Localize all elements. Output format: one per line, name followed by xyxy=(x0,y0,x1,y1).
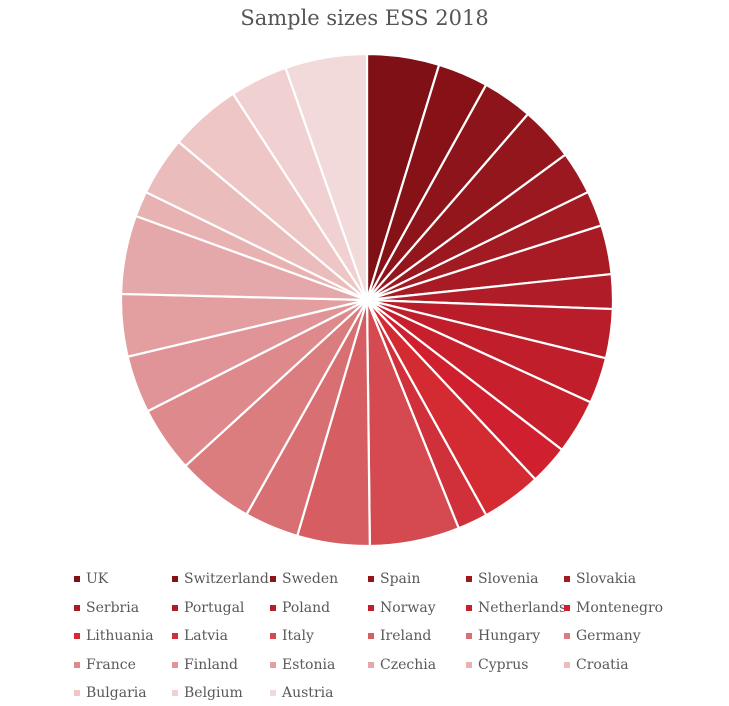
legend-item-lithuania: Lithuania xyxy=(74,626,154,646)
legend-item-estonia: Estonia xyxy=(270,655,335,675)
legend-label: Austria xyxy=(282,685,334,701)
legend-label: Lithuania xyxy=(86,628,154,644)
legend-label: Czechia xyxy=(380,656,437,673)
pie-chart xyxy=(119,52,615,548)
chart-title: Sample sizes ESS 2018 xyxy=(240,6,489,30)
legend-item-germany: Germany xyxy=(564,626,641,646)
legend-label: Finland xyxy=(184,656,239,673)
legend-swatch xyxy=(466,633,472,639)
legend-swatch xyxy=(74,690,80,696)
legend-item-norway: Norway xyxy=(368,598,436,618)
legend-swatch xyxy=(466,576,472,582)
legend-label: Poland xyxy=(282,599,331,616)
legend-swatch xyxy=(172,690,178,696)
legend-swatch xyxy=(74,661,80,668)
legend-swatch xyxy=(74,576,80,582)
legend-swatch xyxy=(270,576,276,582)
legend-label: Italy xyxy=(282,628,314,644)
legend-label: Latvia xyxy=(184,628,229,644)
legend-label: Portugal xyxy=(184,599,245,616)
legend-swatch xyxy=(564,576,570,582)
legend-swatch xyxy=(172,604,178,611)
legend-item-hungary: Hungary xyxy=(466,626,540,646)
legend-swatch xyxy=(270,690,276,696)
legend-swatch xyxy=(74,604,80,611)
legend-label: Germany xyxy=(576,628,641,644)
legend-item-portugal: Portugal xyxy=(172,598,244,618)
legend-swatch xyxy=(270,604,276,611)
legend-label: Switzerland xyxy=(184,571,269,587)
legend-item-uk: UK xyxy=(74,569,108,589)
legend-item-czechia: Czechia xyxy=(368,655,436,675)
legend-label: Slovakia xyxy=(576,571,637,587)
legend-swatch xyxy=(368,633,374,639)
legend-label: Estonia xyxy=(282,656,336,673)
legend-label: Sweden xyxy=(282,571,339,587)
legend-item-slovakia: Slovakia xyxy=(564,569,636,589)
legend-swatch xyxy=(368,604,374,611)
legend-swatch xyxy=(172,633,178,639)
legend-item-netherlands: Netherlands xyxy=(466,598,566,618)
legend-item-france: France xyxy=(74,655,136,675)
legend-item-montenegro: Montenegro xyxy=(564,598,663,618)
legend-swatch xyxy=(172,661,178,668)
legend-item-serbria: Serbria xyxy=(74,598,139,618)
legend-swatch xyxy=(564,661,570,668)
legend-swatch xyxy=(270,633,276,639)
legend-swatch xyxy=(466,604,472,611)
legend-item-austria: Austria xyxy=(270,683,333,703)
legend-label: France xyxy=(86,656,136,673)
legend-label: Cyprus xyxy=(478,656,529,673)
legend-item-switzerland: Switzerland xyxy=(172,569,269,589)
legend-swatch xyxy=(172,576,178,582)
legend-item-finland: Finland xyxy=(172,655,238,675)
legend-swatch xyxy=(368,576,374,582)
legend-swatch xyxy=(466,661,472,668)
legend-label: Netherlands xyxy=(478,599,567,616)
legend-item-slovenia: Slovenia xyxy=(466,569,539,589)
legend-label: Spain xyxy=(380,571,421,587)
legend-label: Bulgaria xyxy=(86,685,147,701)
legend-item-croatia: Croatia xyxy=(564,655,629,675)
legend-item-sweden: Sweden xyxy=(270,569,338,589)
pie-slice-austria xyxy=(284,52,369,302)
legend-swatch xyxy=(368,661,374,668)
legend-label: Belgium xyxy=(184,685,243,701)
legend-label: Hungary xyxy=(478,628,541,644)
legend-item-italy: Italy xyxy=(270,626,314,646)
legend-item-poland: Poland xyxy=(270,598,330,618)
legend-label: Serbria xyxy=(86,599,140,616)
legend-label: Ireland xyxy=(380,628,432,644)
legend-item-bulgaria: Bulgaria xyxy=(74,683,147,703)
legend-item-ireland: Ireland xyxy=(368,626,431,646)
legend-label: Montenegro xyxy=(576,599,664,616)
legend-label: Croatia xyxy=(576,656,629,673)
legend-item-belgium: Belgium xyxy=(172,683,243,703)
legend-label: Slovenia xyxy=(478,571,539,587)
legend-swatch xyxy=(270,661,276,668)
legend-item-cyprus: Cyprus xyxy=(466,655,528,675)
legend-swatch xyxy=(564,633,570,639)
legend-label: UK xyxy=(86,571,109,587)
legend-swatch xyxy=(564,604,570,611)
legend-item-latvia: Latvia xyxy=(172,626,228,646)
legend-item-spain: Spain xyxy=(368,569,420,589)
legend-swatch xyxy=(74,633,80,639)
legend-label: Norway xyxy=(380,599,436,616)
